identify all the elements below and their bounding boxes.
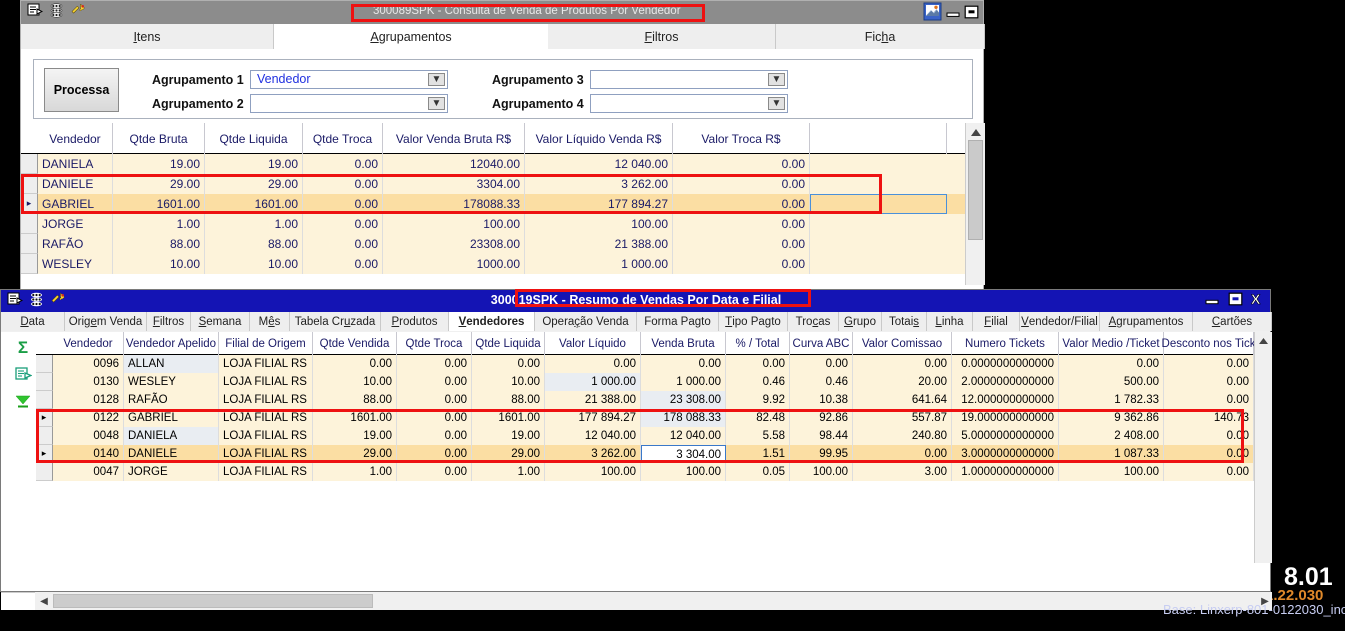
svg-text:X: X <box>1251 292 1261 306</box>
